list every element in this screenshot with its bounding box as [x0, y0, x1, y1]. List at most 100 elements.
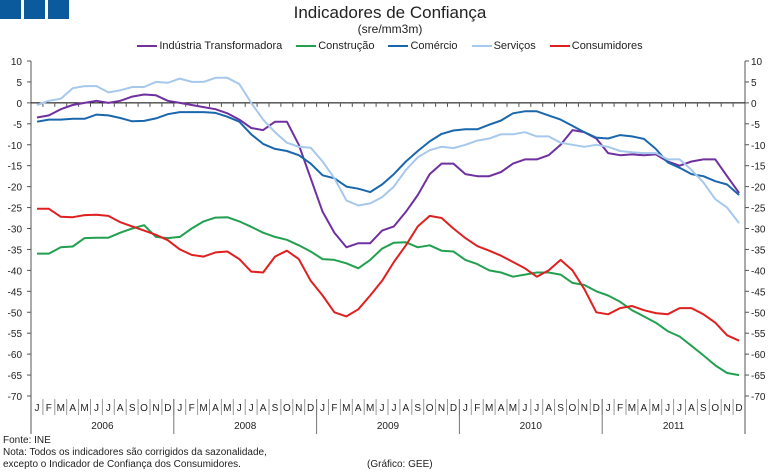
month-label: J — [34, 403, 39, 414]
legend-label: Comércio — [410, 40, 458, 52]
month-label: O — [283, 403, 291, 414]
series-line-servi-os — [36, 76, 740, 224]
y-tick-label-right: -5 — [751, 120, 760, 131]
month-label: F — [617, 403, 623, 414]
y-tick-label-right: 10 — [751, 57, 763, 68]
series-line-ind-stria-transformadora — [36, 93, 740, 249]
month-label: J — [177, 403, 182, 414]
legend-item: Serviços — [471, 40, 536, 52]
legend: Indústria Transformadora Construção Comérc… — [0, 40, 780, 52]
y-tick-label-right: -70 — [751, 392, 766, 403]
month-label: N — [152, 403, 159, 414]
month-label: D — [164, 403, 171, 414]
y-tick-label-right: -10 — [751, 141, 766, 152]
month-label: M — [485, 403, 493, 414]
y-tick-label-right: -35 — [751, 245, 766, 256]
month-label: M — [366, 403, 374, 414]
note-line-2: excepto o Indicador de Confiança dos Con… — [3, 459, 241, 470]
month-label: J — [106, 403, 111, 414]
note-line-1: Nota: Todos os indicadores são corrigido… — [3, 447, 267, 458]
y-tick-label: -35 — [8, 245, 23, 256]
month-label: A — [355, 403, 362, 414]
y-tick-label: -10 — [8, 141, 23, 152]
legend-swatch — [388, 45, 409, 47]
month-label: J — [665, 403, 670, 414]
y-tick-label: 0 — [16, 99, 22, 110]
logo-square — [0, 0, 21, 19]
month-label: N — [581, 403, 588, 414]
chart-subtitle: (sre/mm3m) — [357, 22, 423, 36]
y-tick-label-right: -60 — [751, 350, 766, 361]
month-label: A — [212, 403, 219, 414]
month-label: M — [628, 403, 636, 414]
legend-item: Construção — [296, 40, 374, 52]
month-label: N — [295, 403, 302, 414]
y-tick-label: -55 — [8, 329, 23, 340]
y-tick-label-right: -30 — [751, 225, 766, 236]
year-label: 2011 — [663, 421, 685, 432]
month-label: J — [463, 403, 468, 414]
series-line-constru-o — [37, 216, 740, 377]
legend-label: Indústria Transformadora — [159, 40, 283, 52]
y-tick-label: -65 — [8, 371, 23, 382]
y-tick-label: -15 — [8, 162, 23, 173]
y-tick-label: -30 — [8, 225, 23, 236]
y-tick-label-right: 5 — [751, 78, 757, 89]
y-tick-label: -20 — [8, 183, 23, 194]
logo-square — [24, 0, 45, 19]
legend-label: Construção — [318, 40, 375, 52]
month-label: J — [94, 403, 99, 414]
y-tick-label: 5 — [16, 78, 22, 89]
year-label: 2008 — [234, 421, 257, 432]
y-tick-label-right: 0 — [751, 99, 757, 110]
month-label: F — [189, 403, 195, 414]
month-label: M — [80, 403, 88, 414]
month-label: D — [307, 403, 314, 414]
month-label: O — [569, 403, 577, 414]
y-tick-label: -5 — [13, 120, 22, 131]
month-label: S — [129, 403, 136, 414]
chart-title: Indicadores de Confiança — [293, 3, 487, 22]
month-label: N — [438, 403, 445, 414]
legend-swatch — [296, 45, 317, 47]
month-label: M — [509, 403, 517, 414]
month-label: D — [735, 403, 742, 414]
month-label: J — [522, 403, 527, 414]
y-tick-label-right: -15 — [751, 162, 766, 173]
month-label: J — [380, 403, 385, 414]
logo-square — [48, 0, 69, 19]
month-label: D — [593, 403, 600, 414]
month-label: O — [140, 403, 148, 414]
legend-item: Consumidores — [549, 40, 643, 52]
y-tick-label: -25 — [8, 204, 23, 215]
series-line-consumidores — [37, 207, 740, 342]
legend-item: Comércio — [388, 40, 458, 52]
month-label: M — [57, 403, 65, 414]
month-label: O — [426, 403, 434, 414]
month-label: A — [688, 403, 695, 414]
month-label: M — [652, 403, 660, 414]
y-tick-label-right: -45 — [751, 287, 766, 298]
year-label: 2010 — [520, 421, 543, 432]
month-label: D — [450, 403, 457, 414]
legend-item: Indústria Transformadora — [137, 40, 282, 52]
month-label: J — [534, 403, 539, 414]
month-label: A — [117, 403, 124, 414]
year-label: 2009 — [377, 421, 400, 432]
y-tick-label-right: -50 — [751, 308, 766, 319]
month-label: J — [249, 403, 254, 414]
month-label: S — [272, 403, 279, 414]
legend-label: Consumidores — [571, 40, 643, 52]
month-label: J — [320, 403, 325, 414]
month-label: A — [545, 403, 552, 414]
y-tick-label: -60 — [8, 350, 23, 361]
y-tick-label-right: -40 — [751, 266, 766, 277]
y-tick-label-right: -25 — [751, 204, 766, 215]
month-label: J — [677, 403, 682, 414]
month-label: N — [724, 403, 731, 414]
legend-swatch — [471, 45, 492, 47]
legend-label: Serviços — [493, 40, 536, 52]
month-label: J — [606, 403, 611, 414]
month-label: J — [237, 403, 242, 414]
